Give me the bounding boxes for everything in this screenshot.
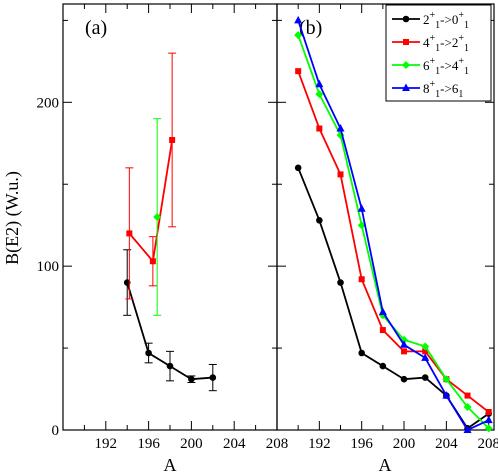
y-tick-label: 100 [37, 259, 60, 275]
legend-label: 6+1->4+1 [423, 56, 469, 77]
legend-marker [402, 61, 410, 69]
series-0-point [358, 349, 365, 357]
series-1-point [149, 258, 156, 265]
series-0-point [294, 164, 302, 172]
legend-marker [402, 15, 410, 23]
y-tick-label: 200 [37, 95, 60, 111]
series-3-point [463, 425, 472, 433]
series-1-point [169, 136, 176, 143]
legend: 2+1->0+14+1->2+16+1->4+18+1->61 [385, 4, 492, 102]
x-tick-label: 192 [308, 436, 331, 452]
legend-label: 2+1->0+1 [423, 10, 469, 31]
panel-b: (b) 192 196 200 204 208 A 2+1->0+14+1->2+16+… [276, 3, 498, 473]
series-2-point [315, 90, 324, 99]
series-1-line [128, 139, 174, 264]
series-1-point [379, 327, 386, 334]
series-2-point [421, 342, 430, 351]
series-0-point [379, 362, 387, 370]
series-0-point [188, 375, 195, 383]
panel-b-label: (b) [299, 17, 322, 39]
series-1-point [401, 348, 408, 355]
legend-label: 8+1->61 [423, 79, 463, 100]
series-1-point [337, 171, 344, 178]
x-tick-label: 200 [393, 436, 416, 452]
panel-a-x-axis-label: A [164, 455, 177, 473]
series-0-point [400, 375, 408, 383]
series-3-point [442, 391, 451, 399]
series-0-point [421, 374, 429, 381]
series-0-point [166, 362, 174, 370]
series-2-point [463, 403, 472, 412]
series-1-line [297, 70, 490, 413]
y-tick-label: 0 [52, 423, 60, 439]
series-1-point [485, 408, 492, 415]
x-tick-label: 196 [350, 436, 373, 452]
series-1-point [358, 276, 365, 283]
y-axis-label: B(E2) (W.u.) [2, 171, 23, 265]
x-tick-label: 208 [477, 436, 498, 452]
series-2-point [442, 375, 451, 384]
series-3-line [297, 20, 490, 432]
series-0-point [145, 349, 152, 357]
series-1-point [295, 68, 302, 75]
series-2-point [294, 31, 303, 40]
series-3-point [336, 124, 345, 132]
x-tick-label: 204 [435, 436, 458, 452]
series-2-point [357, 221, 366, 230]
series-2-point [153, 213, 162, 221]
x-tick-label: 208 [266, 436, 289, 452]
x-tick-label: 192 [95, 436, 118, 452]
x-tick-label: 200 [180, 436, 203, 452]
series-2-point [484, 424, 493, 433]
series-1-point [126, 230, 133, 237]
panel-b-x-axis-label: A [379, 455, 392, 473]
series-0-point [209, 374, 217, 381]
legend-marker [402, 83, 410, 91]
series-3-point [421, 353, 430, 361]
series-3-point [378, 307, 387, 316]
legend-marker [403, 39, 409, 45]
series-3-point [357, 204, 366, 212]
series-3-point [294, 15, 303, 24]
series-0-point [316, 216, 323, 224]
series-1-point [316, 125, 323, 132]
panel-b-frame [276, 3, 495, 431]
series-3-point [315, 79, 324, 88]
panel-a-label: (a) [85, 17, 107, 39]
legend-label: 4+1->2+1 [423, 33, 469, 54]
series-1-point [464, 392, 471, 399]
series-1-point [422, 348, 429, 355]
x-tick-label: 196 [137, 436, 160, 452]
series-3-point [400, 340, 409, 348]
series-3-point [484, 415, 493, 424]
x-tick-label: 204 [223, 436, 246, 452]
panel-a: (a) 192 196 200 204 208 0 100 200 A B(E2) (W.u.… [2, 3, 289, 473]
series-0-point [337, 279, 344, 286]
